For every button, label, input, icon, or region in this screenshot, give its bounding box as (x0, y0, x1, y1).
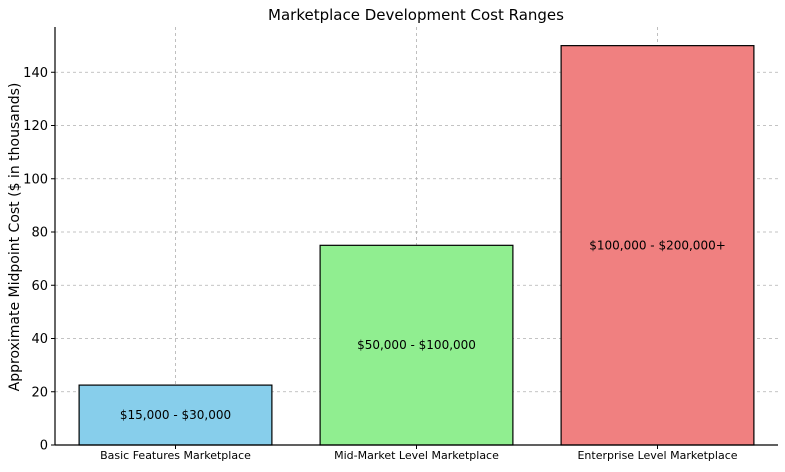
bars (78, 45, 755, 446)
y-tick-label: 140 (23, 66, 48, 81)
axes (51, 27, 778, 449)
x-tick-label: Enterprise Level Marketplace (577, 449, 737, 462)
y-tick-label: 100 (23, 172, 48, 187)
y-axis-label: Approximate Midpoint Cost ($ in thousand… (7, 83, 23, 392)
x-tick-label: Basic Features Marketplace (100, 449, 251, 462)
x-tick-label: Mid-Market Level Marketplace (334, 449, 499, 462)
bar-value-label: $15,000 - $30,000 (120, 408, 231, 422)
y-tick-label: 60 (31, 279, 48, 294)
chart-title: Marketplace Development Cost Ranges (268, 6, 564, 24)
tick-labels: 0 20 40 60 80 100 120 140 $15,000 - $30,000 Basic… (23, 66, 738, 462)
y-tick-label: 120 (23, 119, 48, 134)
y-tick-label: 20 (31, 385, 48, 400)
y-tick-label: 40 (31, 332, 48, 347)
bar-1 (78, 384, 273, 446)
y-tick-label: 0 (40, 439, 48, 454)
y-tick-label: 80 (31, 226, 48, 241)
bar-value-label: $100,000 - $200,000+ (589, 238, 726, 252)
bar-value-label: $50,000 - $100,000 (357, 338, 476, 352)
